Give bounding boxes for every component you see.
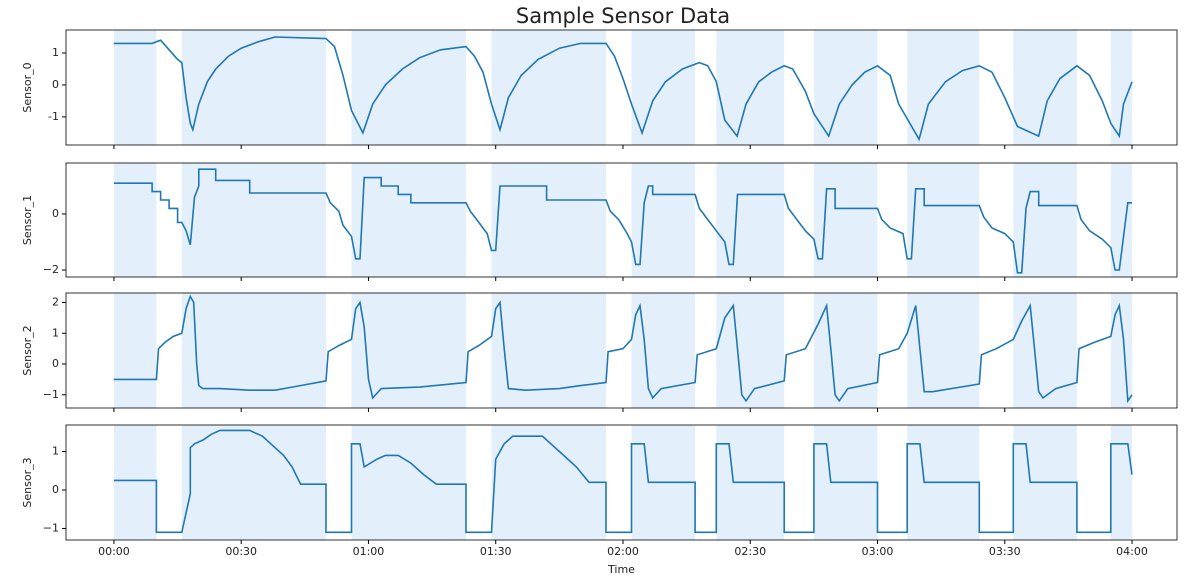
y-tick-label: 0 [52,357,59,370]
shaded-region [1013,30,1077,145]
y-tick-label: 0 [52,207,59,220]
shaded-region [351,293,467,408]
sensor-line [113,429,1133,534]
shaded-region [351,425,467,540]
y-tick-label: 0 [52,78,59,91]
x-tick-label: 04:00 [1116,545,1148,558]
shaded-region [491,30,607,145]
y-tick-label: −1 [43,388,59,401]
y-tick-label: −2 [43,263,59,276]
x-tick-label: 01:00 [353,545,385,558]
shaded-region [113,293,157,408]
shaded-region [1110,163,1133,277]
y-axis-label: Sensor_0 [21,62,34,112]
shaded-region [813,293,878,408]
shaded-region [813,30,878,145]
x-tick-label: 00:00 [98,545,130,558]
shaded-region [113,163,157,277]
shaded-region [491,293,607,408]
axes-frame [65,292,1178,409]
shaded-region [907,30,980,145]
shaded-region [716,30,785,145]
axes-frame [65,162,1178,278]
shaded-region [716,293,785,408]
x-tick-label: 03:30 [989,545,1021,558]
shaded-region [491,163,607,277]
shaded-region [1013,163,1077,277]
shaded-region [351,30,467,145]
axes-frame [65,29,1178,146]
x-tick-label: 03:00 [862,545,894,558]
shaded-region [1110,425,1133,540]
shaded-region [181,30,327,145]
shaded-region [716,163,785,277]
shaded-region [351,163,467,277]
shaded-region [113,425,157,540]
shaded-region [631,163,696,277]
x-tick-label: 01:30 [480,545,512,558]
shaded-region [907,293,980,408]
y-tick-label: 1 [52,46,59,59]
x-tick-label: 02:30 [734,545,766,558]
y-tick-label: 2 [52,296,59,309]
y-tick-label: −1 [43,521,59,534]
shaded-region [1110,30,1133,145]
shaded-region [631,30,696,145]
shaded-region [907,163,980,277]
y-axis-label: Sensor_2 [21,325,34,375]
axes-frame [65,424,1178,541]
shaded-region [181,425,327,540]
chart-title: Sample Sensor Data [516,4,730,28]
shaded-region [1013,293,1077,408]
shaded-region [813,163,878,277]
x-axis-label: Time [607,563,635,576]
shaded-region [1110,293,1133,408]
y-tick-label: -1 [48,110,59,123]
y-axis-label: Sensor_3 [21,457,34,507]
y-tick-label: 1 [52,445,59,458]
y-axis-label: Sensor_1 [21,195,34,245]
x-tick-label: 02:00 [607,545,639,558]
x-tick-label: 00:30 [225,545,257,558]
shaded-region [181,163,327,277]
sensor-line [113,168,1132,274]
y-tick-label: 1 [52,326,59,339]
y-tick-label: 0 [52,483,59,496]
shaded-region [491,425,607,540]
sensor-line [113,294,1133,404]
shaded-region [113,30,157,145]
sensor-line [113,36,1133,142]
